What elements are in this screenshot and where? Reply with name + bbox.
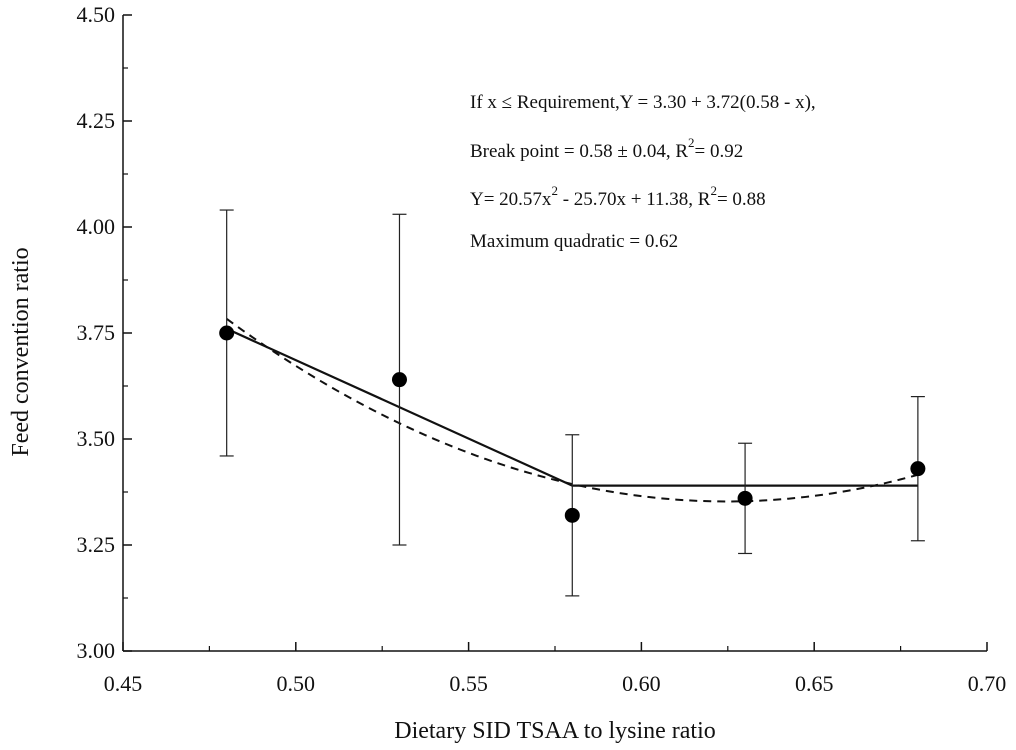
x-axis-title: Dietary SID TSAA to lysine ratio [394,718,716,744]
y-tick-label: 4.25 [77,108,116,133]
annotation-line-3-sup1: 2 [551,183,558,198]
y-tick-label: 3.00 [77,638,116,663]
annotation-line-2-sup: 2 [688,135,695,150]
annotation-line-3-sup2: 2 [710,183,717,198]
x-tick-label: 0.60 [622,671,661,696]
x-tick-label: 0.45 [104,671,143,696]
y-tick-label: 3.25 [77,532,116,557]
annotations: If x ≤ Requirement,Y = 3.30 + 3.72(0.58 … [470,92,816,252]
annotation-line-2: Break point = 0.58 ± 0.04, R2= 0.92 [470,135,743,162]
data-point [564,507,580,523]
y-tick-label: 4.00 [77,214,116,239]
x-tick-label: 0.55 [449,671,488,696]
data-point [219,325,235,341]
error-bars [219,209,925,597]
x-tick-label: 0.50 [277,671,316,696]
data-point [391,372,407,388]
y-tick-label: 4.50 [77,2,116,27]
data-points [219,325,926,523]
x-tick-label: 0.65 [795,671,834,696]
annotation-line-3-c: = 0.88 [717,189,766,210]
annotation-line-3-b: - 25.70x + 11.38, R [558,189,711,210]
annotation-line-3-a: Y= 20.57x [470,189,552,210]
annotation-line-2-a: Break point = 0.58 ± 0.04, R [470,141,688,162]
data-point [910,461,926,477]
annotation-line-4: Maximum quadratic = 0.62 [470,231,678,252]
data-point [737,490,753,506]
ticks: 3.00 3.25 3.50 3.75 4.00 4.25 4.50 0.45 0.50 0.55… [77,2,1007,696]
annotation-line-1: If x ≤ Requirement,Y = 3.30 + 3.72(0.58 … [470,92,816,113]
y-axis-title: Feed convention ratio [8,247,34,456]
y-tick-label: 3.50 [77,426,116,451]
x-tick-label: 0.70 [968,671,1007,696]
y-tick-label: 3.75 [77,320,116,345]
annotation-line-3: Y= 20.57x2 - 25.70x + 11.38, R2= 0.88 [470,183,766,210]
annotation-line-2-b: = 0.92 [695,141,744,162]
